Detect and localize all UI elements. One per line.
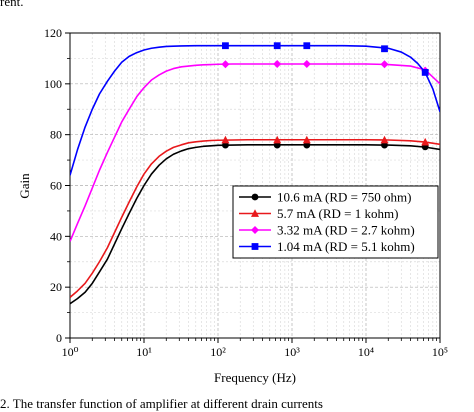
data-point-1 [221,135,230,144]
data-point-2 [380,60,389,69]
legend-label: 1.04 mA (RD = 5.1 kohm) [277,239,415,254]
x-tick-label: 10¹ [136,345,152,359]
data-point-1 [302,135,311,144]
series-line-3 [70,44,440,176]
data-point-3 [303,42,311,50]
x-tick-label: 10² [210,345,226,359]
series-line-2 [70,63,440,242]
y-tick-label: 0 [56,331,62,345]
caption-bottom: 2. The transfer function of amplifier at… [0,396,323,411]
data-point-1 [273,135,282,144]
y-tick-label: 20 [50,280,62,294]
axes: 10⁰ 10¹ 10² 10³ 10⁴ 10⁵ 0 20 40 60 80 100 120 [44,26,448,359]
x-tick-label: 10⁴ [358,345,374,359]
legend: 10.6 mA (RD = 750 ohm)5.7 mA (RD = 1 koh… [232,185,439,259]
y-tick-label: 100 [44,77,62,91]
x-tick-label: 10⁵ [432,345,448,359]
y-tick-label: 80 [50,128,62,142]
y-axis-label: Gain [17,173,32,199]
legend-label: 5.7 mA (RD = 1 kohm) [277,206,398,221]
y-tick-label: 60 [50,179,62,193]
series-line-1 [70,138,440,298]
y-tick-label: 120 [44,26,62,40]
y-tick-label: 40 [50,229,62,243]
caption-top: rent. [0,0,24,9]
legend-marker [251,209,259,217]
legend-marker [251,226,259,234]
legend-marker [251,243,259,250]
data-point-2 [221,60,230,69]
x-tick-label: 10³ [284,345,300,359]
x-axis-label: Frequency (Hz) [214,370,296,385]
data-point-2 [302,60,311,69]
x-tick-label: 10⁰ [62,345,79,359]
legend-label: 3.32 mA (RD = 2.7 kohm) [277,223,415,238]
data-point-3 [421,68,429,76]
data-point-3 [222,42,229,50]
data-point-2 [273,60,282,69]
markers-layer [221,42,430,151]
data-point-3 [273,42,281,50]
legend-label: 10.6 mA (RD = 750 ohm) [277,190,411,205]
legend-marker [251,193,259,201]
data-point-3 [381,45,388,53]
data-point-1 [421,137,430,146]
data-point-1 [380,135,389,144]
